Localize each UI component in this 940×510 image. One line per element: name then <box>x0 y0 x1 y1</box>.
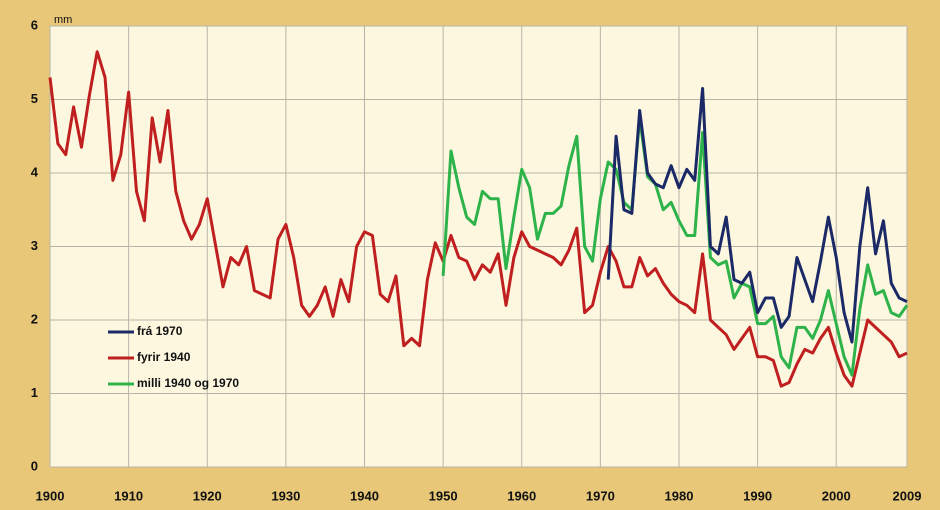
x-tick-label: 1920 <box>193 488 222 503</box>
legend-label: fyrir 1940 <box>137 350 191 364</box>
series-line <box>48 50 908 388</box>
x-tick-label: 1970 <box>586 488 615 503</box>
x-tick-label: 2000 <box>822 488 851 503</box>
x-tick-label: 1990 <box>743 488 772 503</box>
x-tick-label: 1900 <box>36 488 65 503</box>
x-tick-label: 1960 <box>507 488 536 503</box>
y-tick-label: 0 <box>31 458 38 473</box>
legend-label: frá 1970 <box>137 324 183 338</box>
y-axis-unit: mm <box>54 14 72 26</box>
y-tick-label: 5 <box>31 91 38 106</box>
series-line <box>606 86 908 344</box>
x-tick-label: 1910 <box>114 488 143 503</box>
y-tick-label: 3 <box>31 238 38 253</box>
x-tick-label: 1940 <box>350 488 379 503</box>
x-tick-label: 1980 <box>665 488 694 503</box>
y-tick-label: 4 <box>31 164 39 179</box>
x-tick-label: 1930 <box>271 488 300 503</box>
series-line <box>441 116 909 377</box>
x-tick-label: 2009 <box>893 488 922 503</box>
x-tick-label: 1950 <box>429 488 458 503</box>
y-tick-label: 1 <box>31 385 38 400</box>
y-tick-label: 2 <box>31 311 38 326</box>
legend-label: milli 1940 og 1970 <box>137 376 239 390</box>
y-tick-label: 6 <box>31 17 38 32</box>
